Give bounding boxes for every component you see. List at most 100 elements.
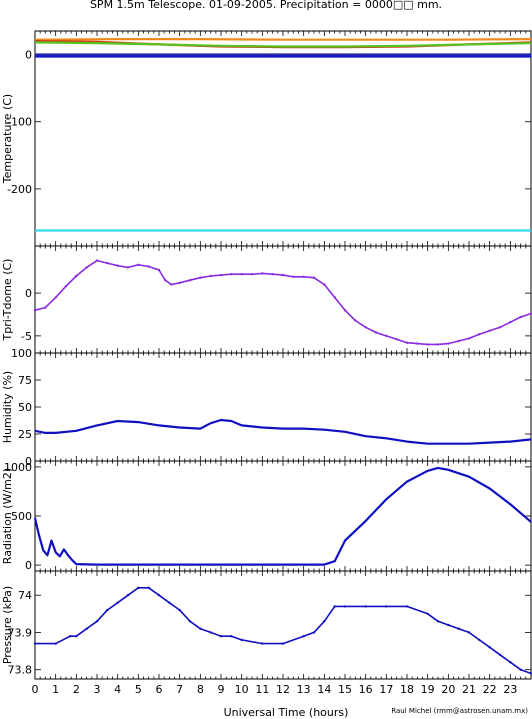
data-point <box>519 668 522 671</box>
data-point <box>44 306 47 309</box>
data-point <box>209 631 212 634</box>
data-point <box>467 337 471 340</box>
data-point <box>116 601 119 604</box>
x-tick-label: 7 <box>176 683 183 696</box>
data-point <box>405 341 409 344</box>
x-tick-label: 3 <box>94 683 101 696</box>
data-point <box>157 594 161 597</box>
data-point <box>312 631 316 634</box>
data-point <box>68 635 72 638</box>
data-point <box>529 672 532 675</box>
y-axis-label: Radiation (W/m2) <box>1 468 14 564</box>
series-1-line <box>33 466 532 566</box>
data-point <box>488 329 491 332</box>
data-point <box>106 608 109 612</box>
y-tick-label: 0 <box>25 559 32 572</box>
data-point <box>209 274 212 278</box>
y-tick-label: 100 <box>11 347 32 360</box>
data-point <box>240 273 243 276</box>
x-tick-label: 2 <box>73 683 80 696</box>
data-point <box>426 343 429 346</box>
data-point <box>178 608 181 612</box>
y-tick-label: 0 <box>25 287 32 300</box>
data-point <box>385 605 388 608</box>
data-point <box>302 275 305 278</box>
data-point <box>457 627 460 630</box>
data-point <box>75 635 78 638</box>
x-tick-label: 15 <box>338 683 352 696</box>
x-tick-label: 17 <box>379 683 393 696</box>
x-tick-label: 6 <box>156 683 163 696</box>
data-point <box>302 635 305 638</box>
data-point <box>170 283 173 286</box>
y-tick-label: 50 <box>18 401 32 414</box>
data-point <box>261 642 264 645</box>
x-tick-label: 10 <box>235 683 249 696</box>
data-point <box>85 627 88 630</box>
panel-frame <box>34 570 532 680</box>
credit-text: Raul Michel (rmm@astrosen.unam.mx) <box>391 707 528 715</box>
y-axis-label: Humidity (%) <box>1 371 14 443</box>
series-1-line <box>34 259 532 346</box>
data-point <box>281 642 285 645</box>
data-point <box>95 620 99 623</box>
data-point <box>33 309 37 312</box>
data-point <box>219 635 223 638</box>
data-point <box>385 334 388 338</box>
data-point <box>312 276 316 279</box>
y-tick-label: 74 <box>18 589 32 602</box>
data-point <box>478 638 481 642</box>
data-point <box>230 273 233 276</box>
y-tick-label: 0 <box>25 455 32 468</box>
data-point <box>75 274 78 278</box>
data-point <box>230 635 233 638</box>
data-point <box>106 261 109 265</box>
data-point <box>436 343 440 346</box>
data-point <box>240 638 243 642</box>
panel-frame <box>34 245 532 354</box>
panel-3: 0 25 50 75 100 Humidity (%) <box>1 347 532 468</box>
data-point <box>354 319 357 322</box>
panel-5: 73.8 73.9 74 Pressure (kPa) <box>1 570 532 680</box>
data-point <box>116 264 119 267</box>
data-point <box>54 642 57 645</box>
y-tick-label: 73.9 <box>8 626 33 639</box>
series-3-line <box>34 41 532 48</box>
data-point <box>343 605 347 608</box>
y-axis-label: Temperature (C) <box>1 94 14 184</box>
y-tick-label: 500 <box>11 510 32 523</box>
data-point <box>519 315 522 319</box>
x-tick-label: 11 <box>255 683 269 696</box>
x-tick-label: 21 <box>462 683 476 696</box>
data-point <box>498 326 502 329</box>
data-point <box>199 276 202 279</box>
x-tick-label: 22 <box>483 683 497 696</box>
y-tick-label: -200 <box>7 183 32 196</box>
data-point <box>447 623 450 627</box>
data-point <box>509 661 512 664</box>
panel-frame <box>34 30 532 247</box>
data-point <box>436 620 440 623</box>
y-axis-label: Pressure (kPa) <box>1 586 14 664</box>
data-point <box>364 326 367 329</box>
data-point <box>374 331 378 334</box>
x-tick-label: 1 <box>52 683 59 696</box>
data-point <box>164 279 167 282</box>
data-point <box>219 273 223 277</box>
data-point <box>333 605 336 608</box>
series-1-line <box>34 37 532 41</box>
y-tick-label: -5 <box>21 330 32 343</box>
x-tick-label: 12 <box>276 683 290 696</box>
data-point <box>126 594 130 597</box>
data-point <box>529 312 532 315</box>
data-point <box>271 273 274 276</box>
data-point <box>199 627 202 630</box>
data-point <box>509 321 512 324</box>
x-tick-label: 16 <box>359 683 373 696</box>
data-point <box>168 601 171 604</box>
data-point <box>64 285 68 288</box>
